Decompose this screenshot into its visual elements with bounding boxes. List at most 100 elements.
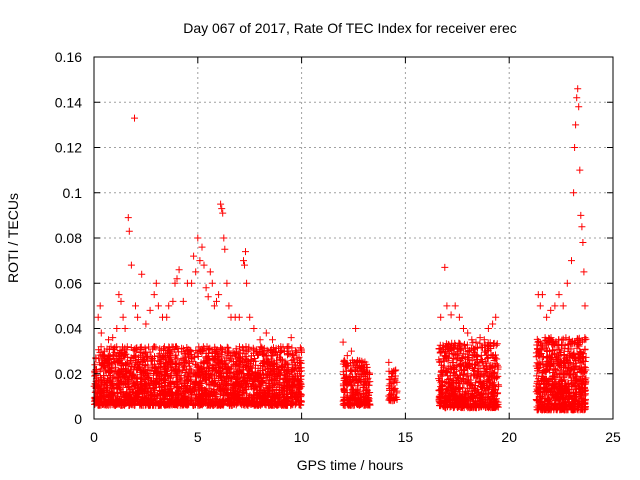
data-point <box>277 364 285 372</box>
y-tick-label: 0.04 <box>55 321 82 337</box>
data-point <box>263 385 271 393</box>
data-point <box>216 401 224 409</box>
data-point <box>288 344 296 352</box>
data-point <box>239 401 247 409</box>
data-point <box>119 388 127 396</box>
data-point <box>574 85 582 93</box>
data-point <box>94 382 102 390</box>
data-point <box>206 365 214 372</box>
data-point <box>256 348 264 356</box>
data-point <box>543 313 551 321</box>
data-point <box>536 302 544 310</box>
data-point <box>224 349 232 357</box>
data-point <box>239 366 247 374</box>
data-point <box>99 388 107 396</box>
data-point <box>191 379 199 386</box>
data-point <box>492 313 500 321</box>
data-point <box>155 380 163 388</box>
data-point <box>289 376 297 384</box>
data-point <box>109 352 117 360</box>
data-point <box>92 366 100 374</box>
data-point <box>455 313 463 321</box>
data-point <box>436 358 444 366</box>
data-point <box>239 377 247 385</box>
data-point <box>124 214 132 222</box>
data-point <box>443 302 451 310</box>
data-point <box>188 388 196 396</box>
data-point <box>447 311 455 319</box>
data-point <box>196 371 204 379</box>
data-point <box>264 399 272 407</box>
data-point <box>212 362 220 370</box>
data-point <box>200 261 208 269</box>
data-point <box>272 372 280 380</box>
data-point <box>96 302 104 310</box>
data-point <box>132 398 140 405</box>
data-point <box>181 359 189 366</box>
data-point <box>242 248 249 256</box>
data-point <box>108 401 116 409</box>
data-point <box>164 372 172 380</box>
data-point <box>579 239 587 246</box>
data-point <box>204 293 212 301</box>
data-point <box>235 391 242 399</box>
data-point <box>121 350 129 358</box>
data-point <box>385 358 393 366</box>
data-point <box>198 243 206 251</box>
data-point <box>249 371 257 379</box>
data-point <box>246 360 254 368</box>
data-point <box>142 399 150 407</box>
data-point <box>241 355 249 363</box>
data-point <box>290 388 298 396</box>
data-point <box>121 401 129 409</box>
data-point <box>339 338 347 346</box>
data-point <box>250 392 258 400</box>
x-tick-label: 20 <box>501 429 517 445</box>
data-point <box>132 366 140 374</box>
data-point <box>284 350 292 358</box>
data-point <box>128 385 136 393</box>
data-point <box>136 383 144 391</box>
data-point <box>205 385 213 393</box>
data-point <box>151 353 158 361</box>
data-point <box>153 368 161 376</box>
data-point <box>217 344 224 352</box>
data-point <box>202 284 210 292</box>
data-point <box>489 320 497 328</box>
y-tick-label: 0.06 <box>55 275 82 291</box>
data-point <box>278 386 286 394</box>
data-point <box>103 390 111 398</box>
data-point <box>219 366 227 374</box>
data-point <box>105 396 113 403</box>
data-point <box>156 401 164 409</box>
data-point <box>126 359 134 367</box>
data-point <box>242 400 250 408</box>
data-point <box>102 401 110 409</box>
data-point <box>260 359 268 367</box>
data-point <box>164 347 172 355</box>
data-point <box>125 383 133 391</box>
data-point <box>256 383 264 391</box>
data-point <box>217 386 225 394</box>
data-point <box>343 352 351 360</box>
data-point <box>129 354 137 362</box>
data-point <box>281 366 289 374</box>
data-point <box>292 347 300 355</box>
data-point <box>229 352 237 360</box>
data-point <box>578 223 586 231</box>
data-point <box>206 346 214 354</box>
data-point <box>262 329 270 337</box>
data-point <box>212 353 220 361</box>
data-point <box>92 354 100 362</box>
data-point <box>177 356 185 364</box>
data-point <box>105 336 112 344</box>
data-point <box>273 357 280 365</box>
data-point <box>287 401 295 409</box>
data-point <box>119 373 127 381</box>
data-point <box>195 343 203 351</box>
data-point <box>208 371 216 379</box>
data-point <box>577 211 585 219</box>
data-point <box>169 297 177 305</box>
data-point <box>576 166 584 174</box>
data-point <box>188 367 196 375</box>
